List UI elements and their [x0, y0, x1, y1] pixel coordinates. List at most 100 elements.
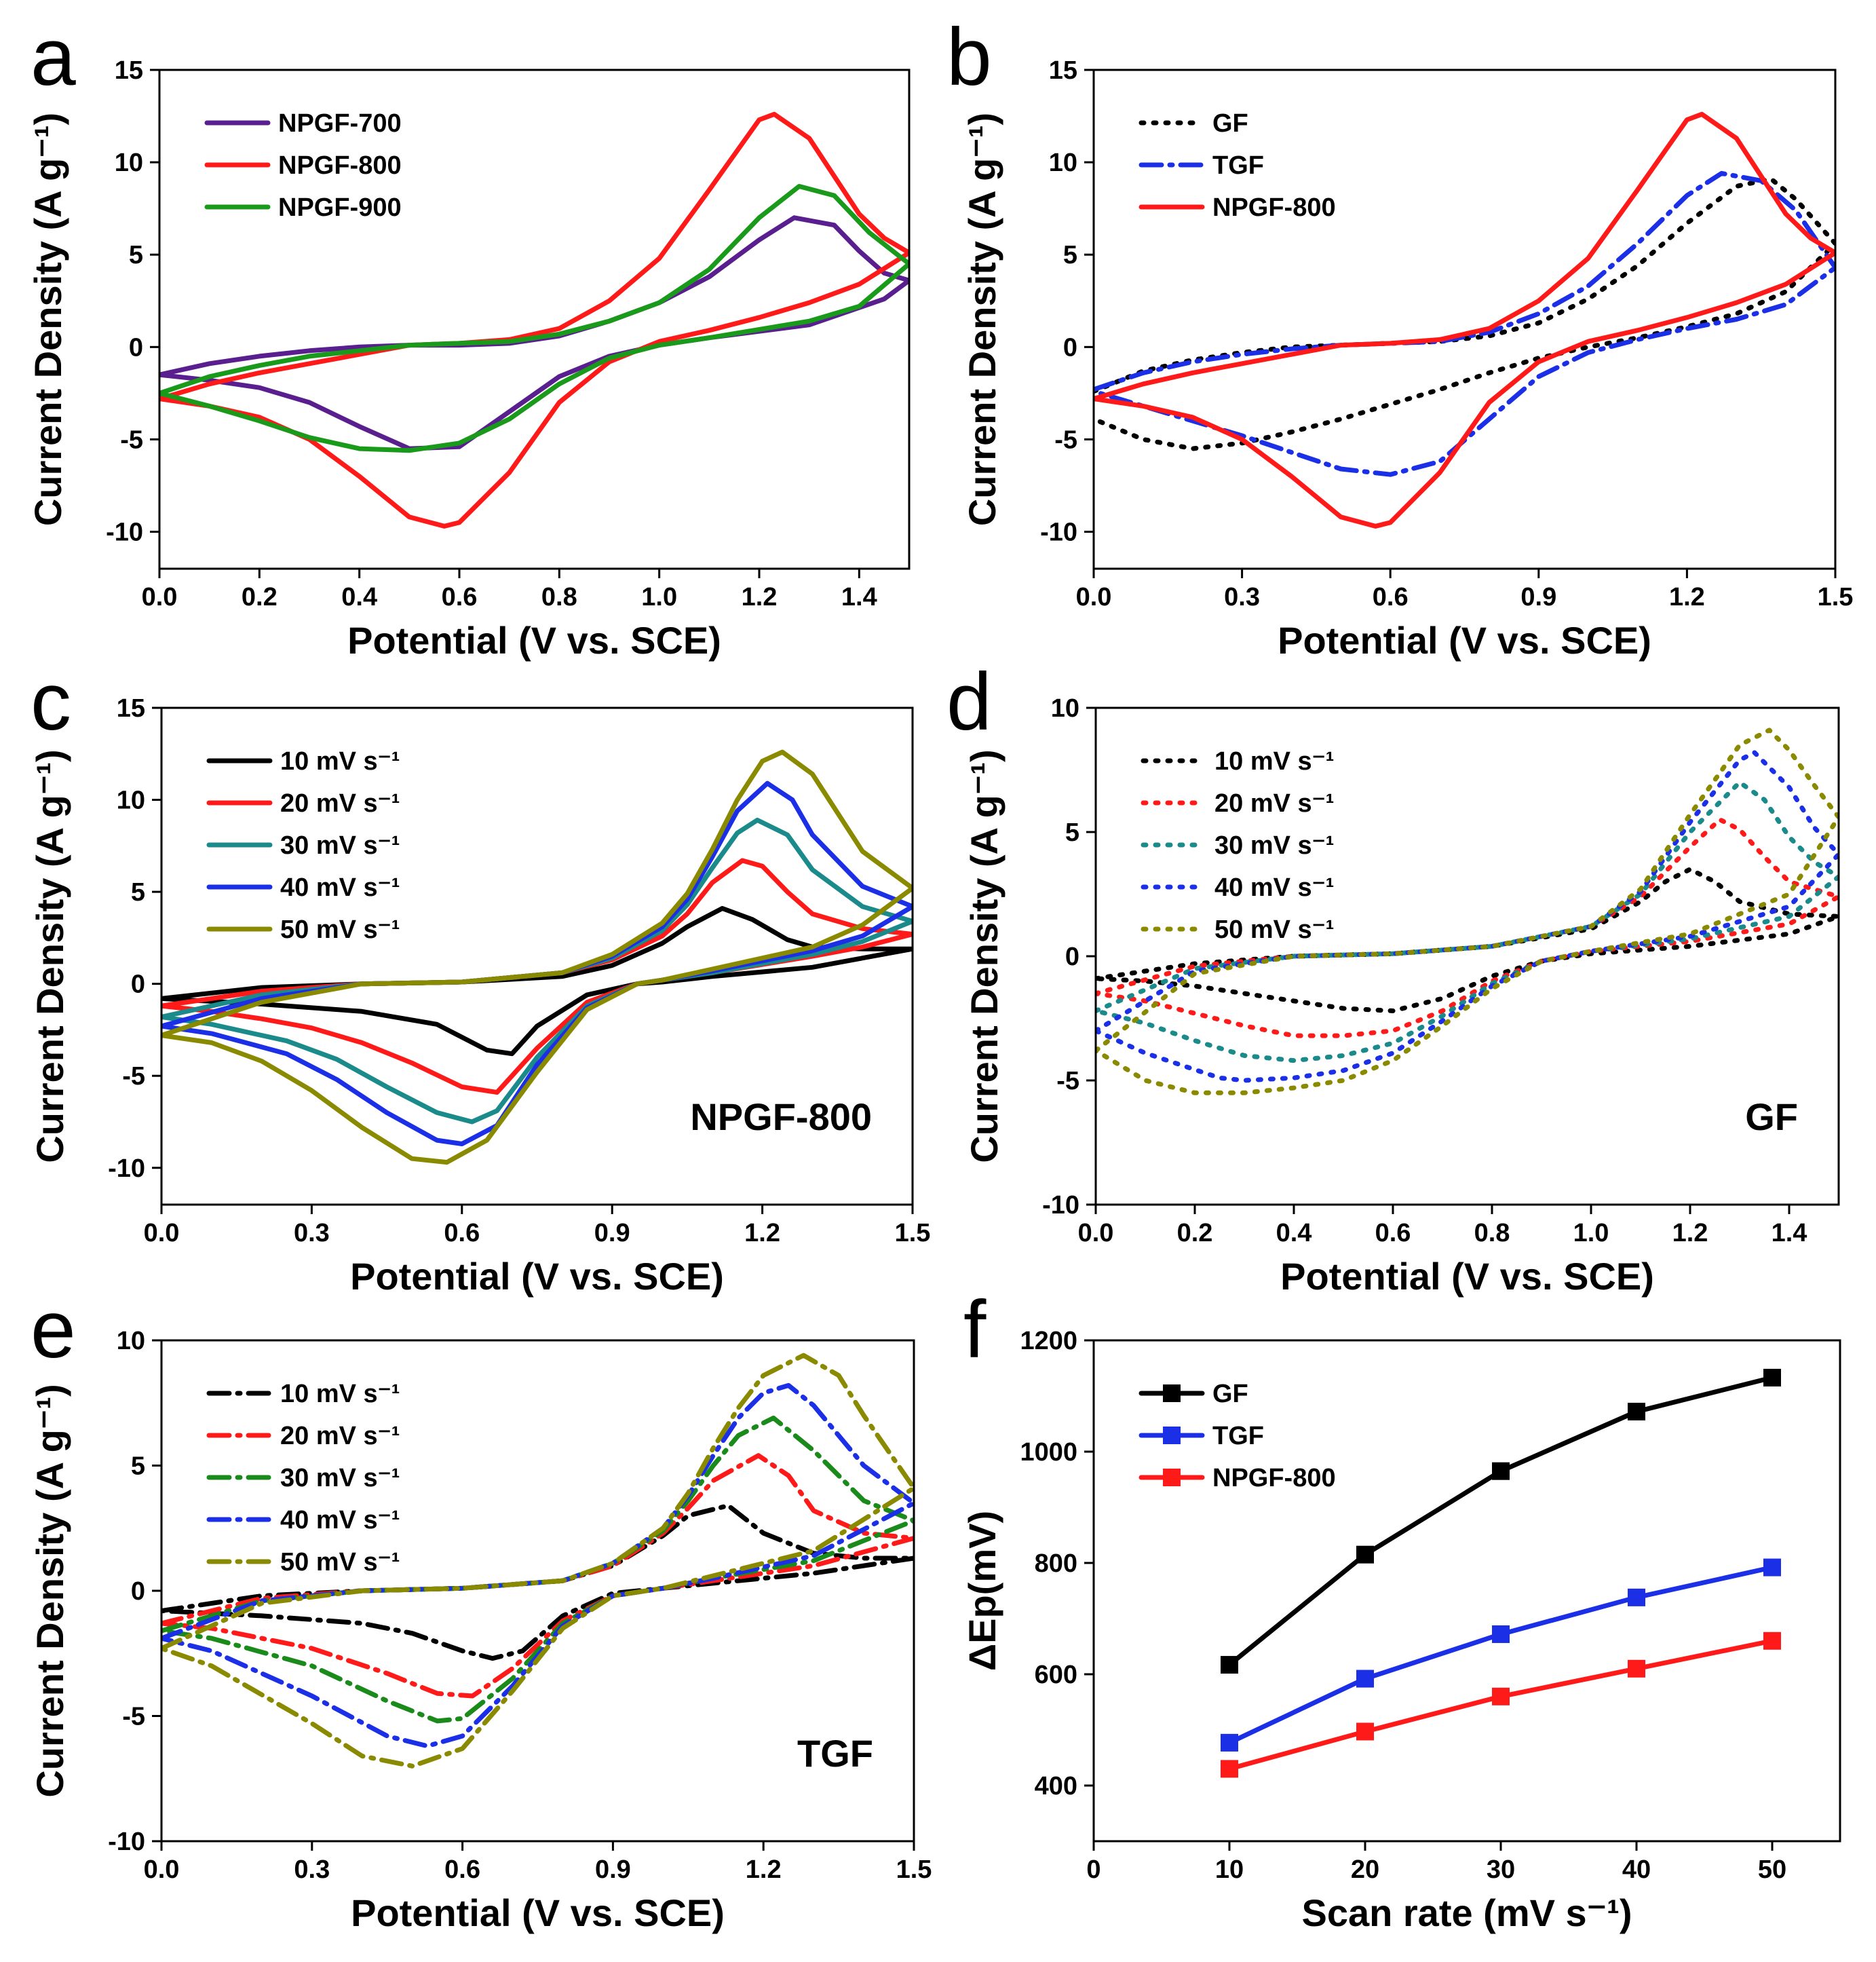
legend-label: 50 mV s⁻¹: [280, 1548, 400, 1577]
panel-b-series: [1094, 111, 1835, 529]
panel-d-frame: [1094, 706, 1840, 1206]
y-tick-label: -5: [1056, 1067, 1079, 1095]
panel-c: c 0.0 0.3 0.6 0.9 1.2 1.5 -10 -5 0 5 10 15 Potential …: [28, 656, 930, 1298]
x-tick-label: 1.2: [1669, 583, 1705, 611]
y-tick-label: 10: [1049, 149, 1077, 177]
y-tick-label: -5: [1054, 426, 1077, 454]
panel-a-letter: a: [31, 12, 76, 102]
series-line-3: [1094, 111, 1835, 529]
panel-f-frame: [1092, 1339, 1841, 1843]
series-line-5: [161, 749, 913, 1165]
panel-b-xlabel: Potential (V vs. SCE): [1278, 619, 1651, 662]
x-tick-label: 0.0: [1076, 583, 1112, 611]
x-tick-label: 0.2: [242, 583, 277, 611]
panel-e: e 0.0 0.3 0.6 0.9 1.2 1.5 -10 -5 0 5 10 Potential (V…: [28, 1284, 932, 1934]
x-tick-label: 1.4: [841, 583, 877, 611]
x-tick-label: 1.4: [1772, 1219, 1807, 1247]
legend-label: 40 mV s⁻¹: [280, 873, 400, 902]
x-tick-label: 0.9: [1520, 583, 1556, 611]
panel-f-ylabel: ΔEp(mV): [961, 1511, 1003, 1671]
data-point: [1221, 1733, 1238, 1752]
x-tick-label: 1.2: [744, 1219, 780, 1247]
panel-a-series: [159, 111, 909, 529]
y-tick-label: -5: [122, 1062, 145, 1091]
legend-label: NPGF-700: [278, 109, 402, 138]
panel-f-series: [1221, 1368, 1781, 1778]
data-point: [1628, 1588, 1645, 1606]
data-point: [1492, 1462, 1510, 1480]
y-tick-label: 10: [117, 1327, 145, 1355]
y-tick-label: 10: [1051, 694, 1079, 723]
y-tick-label: -10: [1040, 518, 1077, 547]
panel-c-ylabel: Current Density (A g⁻¹): [28, 749, 71, 1163]
panel-e-letter: e: [31, 1284, 76, 1375]
y-tick-label: 0: [131, 1577, 145, 1606]
legend-label: NPGF-800: [278, 151, 402, 180]
series-line-2: [1094, 170, 1835, 477]
legend-label: 30 mV s⁻¹: [280, 1464, 400, 1492]
y-tick-label: 0: [129, 333, 143, 362]
x-tick-label: 1.0: [641, 583, 677, 611]
panel-c-letter: c: [31, 656, 71, 747]
panel-a: a 0.0 0.2 0.4 0.6 0.8 1.0 1.2 1.4 -10 -5 0 5 10 15 Pote…: [26, 12, 911, 662]
data-point: [1763, 1631, 1781, 1650]
x-tick-label: 0.8: [1474, 1219, 1510, 1247]
x-tick-label: 40: [1622, 1855, 1651, 1884]
legend-label: NPGF-800: [1212, 1464, 1336, 1492]
y-tick-label: 0: [131, 970, 145, 999]
x-tick-label: 0.6: [1373, 583, 1409, 611]
series-line-1: [1094, 176, 1835, 451]
panel-b-letter: b: [946, 12, 992, 102]
y-tick-label: 10: [115, 149, 143, 177]
y-tick-label: 15: [117, 694, 145, 723]
panel-f-xlabel: Scan rate (mV s⁻¹): [1301, 1891, 1632, 1934]
data-point: [1356, 1669, 1374, 1688]
x-tick-label: 20: [1351, 1855, 1379, 1884]
panel-c-series: [161, 749, 913, 1165]
panel-b: b 0.0 0.3 0.6 0.9 1.2 1.5 -10 -5 0 5 10 15 Potential …: [946, 12, 1853, 662]
x-tick-label: 0.3: [294, 1219, 330, 1247]
y-tick-label: 400: [1035, 1772, 1077, 1800]
x-tick-label: 0.3: [1224, 583, 1260, 611]
y-tick-label: 10: [117, 787, 145, 815]
y-tick-label: 600: [1035, 1661, 1077, 1689]
y-tick-label: 5: [1065, 818, 1079, 847]
y-tick-label: -10: [108, 1828, 145, 1856]
panel-c-sample-label: NPGF-800: [690, 1095, 872, 1138]
legend-label: TGF: [1212, 151, 1264, 180]
legend-label: GF: [1212, 1380, 1248, 1408]
legend-label: 50 mV s⁻¹: [1214, 916, 1334, 944]
series-line-3: [161, 817, 913, 1125]
y-tick-label: -10: [106, 518, 143, 547]
x-tick-label: 1.2: [742, 583, 778, 611]
legend-label: 10 mV s⁻¹: [280, 1380, 400, 1408]
series-line-2: [1227, 1565, 1775, 1746]
x-tick-label: 1.5: [896, 1855, 932, 1884]
x-tick-label: 0.9: [595, 1855, 631, 1884]
y-tick-label: 15: [115, 56, 143, 85]
x-tick-label: 0.4: [1276, 1219, 1312, 1247]
series-line-3: [1096, 780, 1839, 1063]
series-line-2: [159, 111, 909, 529]
legend-marker: [1163, 1384, 1181, 1402]
y-tick-label: 15: [1049, 56, 1077, 85]
data-point: [1221, 1760, 1238, 1778]
legend-label: 10 mV s⁻¹: [280, 747, 400, 776]
x-tick-label: 1.0: [1573, 1219, 1609, 1247]
panel-d-letter: d: [946, 656, 992, 747]
panel-f: f 0 10 20 30 40 50 400 600 800 1000 1200 Scan rate (…: [961, 1284, 1841, 1934]
legend-label: 20 mV s⁻¹: [1214, 789, 1334, 818]
data-point: [1628, 1659, 1645, 1678]
y-tick-label: 5: [131, 1452, 145, 1481]
y-tick-label: -10: [108, 1154, 145, 1183]
legend-label: NPGF-800: [1212, 193, 1336, 222]
panel-b-ylabel: Current Density (A g⁻¹): [961, 113, 1003, 526]
series-line-4: [161, 1382, 914, 1749]
series-line-1: [1096, 867, 1839, 1013]
legend-label: 20 mV s⁻¹: [280, 789, 400, 818]
panel-d-xlabel: Potential (V vs. SCE): [1280, 1255, 1654, 1298]
x-tick-label: 0.0: [142, 583, 178, 611]
y-tick-label: 1000: [1020, 1438, 1077, 1467]
x-tick-label: 0.6: [444, 1855, 480, 1884]
